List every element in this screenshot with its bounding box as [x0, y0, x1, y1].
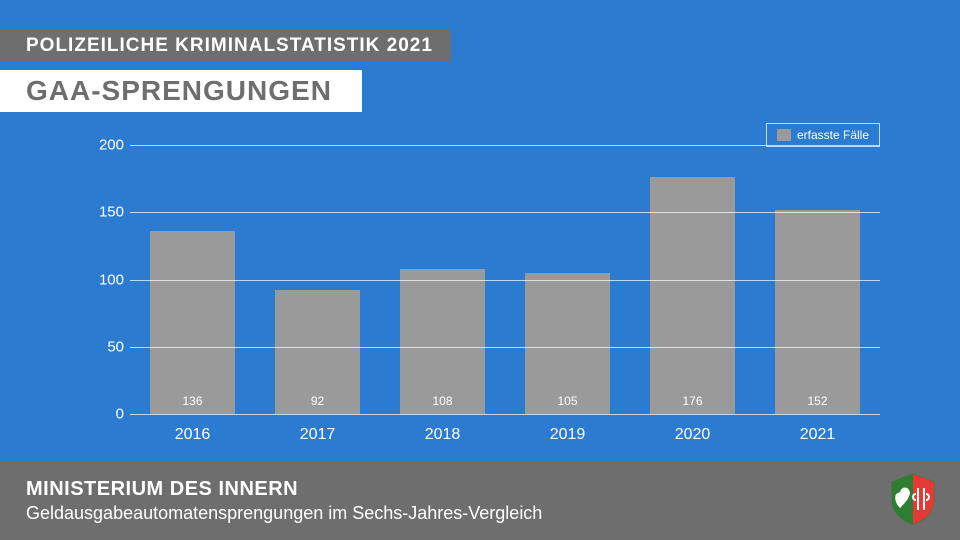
legend-swatch	[777, 129, 791, 141]
legend: erfasste Fälle	[766, 123, 880, 147]
footer-subtitle: Geldausgabeautomatensprengungen im Sechs…	[26, 503, 934, 524]
title-band: GAA-SPRENGUNGEN	[0, 70, 362, 112]
bar-value-label: 136	[182, 394, 202, 408]
y-tick-label: 0	[86, 406, 124, 423]
x-tick-label: 2020	[675, 426, 711, 444]
x-tick-label: 2019	[550, 426, 586, 444]
y-tick-label: 150	[86, 204, 124, 221]
x-tick-label: 2021	[800, 426, 836, 444]
x-tick-label: 2017	[300, 426, 336, 444]
y-tick-label: 200	[86, 137, 124, 154]
x-tick-label: 2018	[425, 426, 461, 444]
bar-value-label: 176	[682, 394, 702, 408]
grid-line	[130, 145, 880, 146]
nrw-logo	[888, 472, 938, 526]
legend-label: erfasste Fälle	[797, 128, 869, 142]
bar-value-label: 152	[807, 394, 827, 408]
header-band: POLIZEILICHE KRIMINALSTATISTIK 2021	[0, 30, 451, 62]
footer: MINISTERIUM DES INNERN Geldausgabeautoma…	[0, 462, 960, 540]
bar-value-label: 105	[557, 394, 577, 408]
bar: 922017	[275, 290, 360, 414]
bar: 1522021	[775, 210, 860, 414]
bar: 1082018	[400, 269, 485, 414]
chart: erfasste Fälle 1362016922017108201810520…	[80, 125, 900, 455]
header-text: POLIZEILICHE KRIMINALSTATISTIK 2021	[26, 35, 433, 57]
y-tick-label: 100	[86, 271, 124, 288]
y-tick-label: 50	[86, 338, 124, 355]
bar-value-label: 92	[311, 394, 324, 408]
bar-value-label: 108	[432, 394, 452, 408]
grid-line	[130, 280, 880, 281]
page: POLIZEILICHE KRIMINALSTATISTIK 2021 GAA-…	[0, 0, 960, 540]
grid-line	[130, 347, 880, 348]
grid-line	[130, 212, 880, 213]
bar: 1052019	[525, 273, 610, 414]
bar: 1362016	[150, 231, 235, 414]
footer-title: MINISTERIUM DES INNERN	[26, 478, 934, 501]
x-tick-label: 2016	[175, 426, 211, 444]
chart-title: GAA-SPRENGUNGEN	[26, 75, 332, 107]
plot-area: 1362016922017108201810520191762020152202…	[130, 145, 880, 415]
